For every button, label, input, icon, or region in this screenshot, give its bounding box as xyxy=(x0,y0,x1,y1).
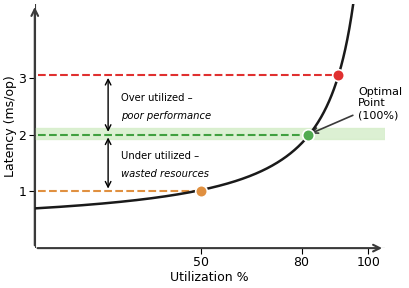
Text: Under utilized –: Under utilized – xyxy=(121,151,200,161)
Bar xyxy=(35,128,385,139)
Text: Over utilized –: Over utilized – xyxy=(121,93,193,103)
Point xyxy=(305,132,311,137)
Y-axis label: Latency (ms/op): Latency (ms/op) xyxy=(4,75,17,177)
X-axis label: Utilization %: Utilization % xyxy=(171,271,249,284)
Text: Optimal
Point
(100%): Optimal Point (100%) xyxy=(312,87,402,133)
Point xyxy=(198,189,205,194)
Text: wasted resources: wasted resources xyxy=(121,169,209,179)
Point xyxy=(335,73,342,77)
Text: poor performance: poor performance xyxy=(121,111,211,121)
